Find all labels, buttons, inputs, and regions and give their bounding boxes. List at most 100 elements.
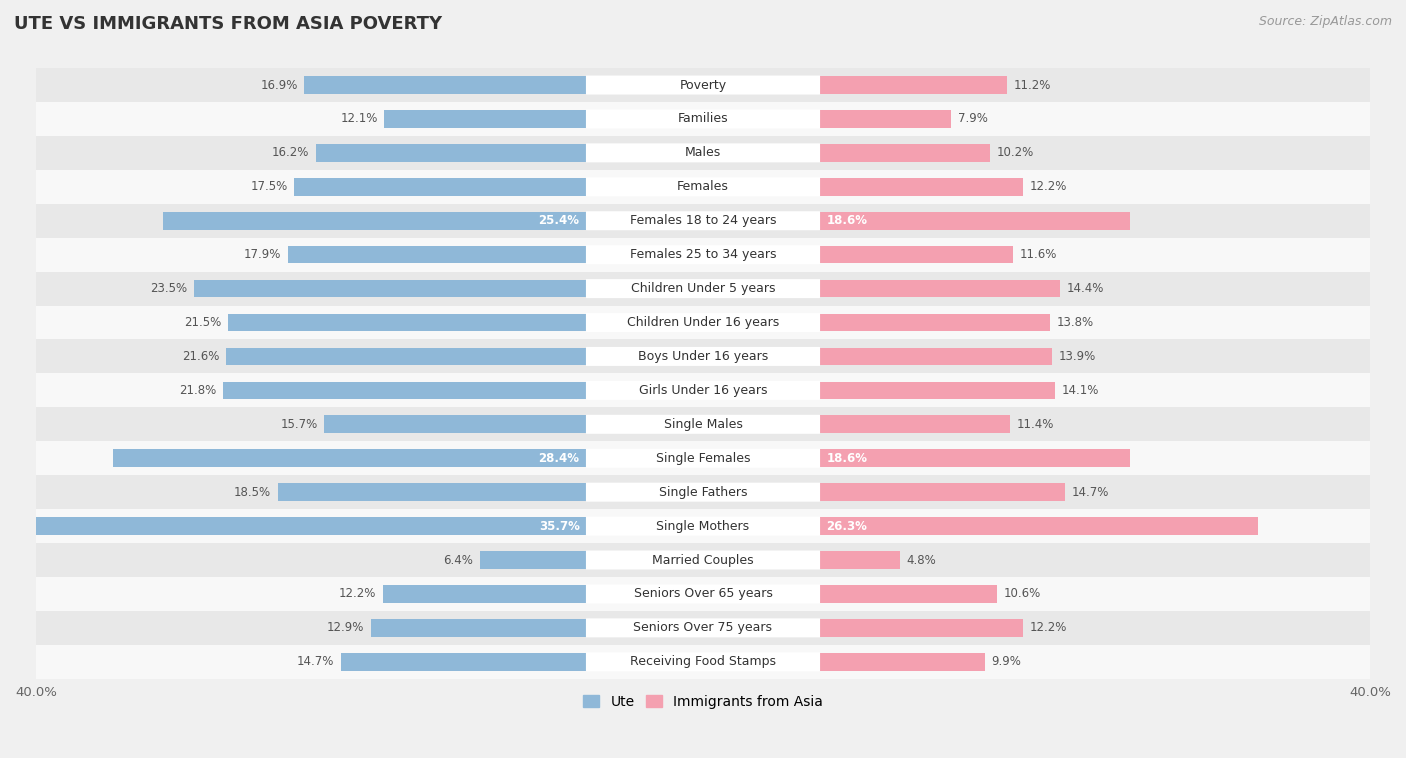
Text: 6.4%: 6.4% <box>443 553 472 566</box>
Bar <box>820 280 1060 297</box>
Legend: Ute, Immigrants from Asia: Ute, Immigrants from Asia <box>576 690 830 715</box>
Bar <box>194 280 586 297</box>
Text: 13.9%: 13.9% <box>1059 350 1095 363</box>
Text: Poverty: Poverty <box>679 79 727 92</box>
Text: 12.2%: 12.2% <box>339 587 377 600</box>
Bar <box>305 77 586 94</box>
Text: Source: ZipAtlas.com: Source: ZipAtlas.com <box>1258 15 1392 28</box>
Text: 14.1%: 14.1% <box>1062 384 1099 397</box>
Text: Females: Females <box>678 180 728 193</box>
Text: 26.3%: 26.3% <box>827 519 868 533</box>
Bar <box>820 415 1010 433</box>
Bar <box>37 509 1369 543</box>
Text: 21.8%: 21.8% <box>179 384 217 397</box>
FancyBboxPatch shape <box>586 483 820 502</box>
FancyBboxPatch shape <box>586 619 820 637</box>
Text: 9.9%: 9.9% <box>991 656 1021 669</box>
Text: 16.2%: 16.2% <box>271 146 309 159</box>
Text: Single Mothers: Single Mothers <box>657 519 749 533</box>
Text: 7.9%: 7.9% <box>957 112 988 126</box>
Text: 18.6%: 18.6% <box>827 452 868 465</box>
Text: 35.7%: 35.7% <box>538 519 579 533</box>
Bar <box>37 170 1369 204</box>
Bar <box>479 551 586 568</box>
Bar <box>316 144 586 161</box>
Bar <box>382 585 586 603</box>
Text: Males: Males <box>685 146 721 159</box>
Bar <box>820 110 952 128</box>
Text: 17.5%: 17.5% <box>250 180 288 193</box>
Text: Children Under 16 years: Children Under 16 years <box>627 316 779 329</box>
Text: 11.4%: 11.4% <box>1017 418 1054 431</box>
Text: 16.9%: 16.9% <box>260 79 298 92</box>
Bar <box>37 407 1369 441</box>
Bar <box>820 619 1024 637</box>
Bar <box>37 136 1369 170</box>
Bar <box>37 374 1369 407</box>
Bar <box>112 449 586 467</box>
Bar <box>37 305 1369 340</box>
Text: 23.5%: 23.5% <box>150 282 187 295</box>
Text: 12.9%: 12.9% <box>328 622 364 634</box>
Text: 18.5%: 18.5% <box>233 486 271 499</box>
Bar <box>294 178 586 196</box>
Text: 14.7%: 14.7% <box>1071 486 1109 499</box>
Text: Girls Under 16 years: Girls Under 16 years <box>638 384 768 397</box>
Bar <box>278 484 586 501</box>
Bar <box>37 475 1369 509</box>
Bar <box>37 645 1369 678</box>
Text: Single Females: Single Females <box>655 452 751 465</box>
Text: Females 18 to 24 years: Females 18 to 24 years <box>630 215 776 227</box>
Bar <box>37 340 1369 374</box>
Text: 28.4%: 28.4% <box>538 452 579 465</box>
Bar <box>222 381 586 399</box>
FancyBboxPatch shape <box>586 76 820 95</box>
Text: 11.2%: 11.2% <box>1014 79 1050 92</box>
FancyBboxPatch shape <box>586 313 820 332</box>
FancyBboxPatch shape <box>586 279 820 298</box>
Text: Married Couples: Married Couples <box>652 553 754 566</box>
Text: 12.1%: 12.1% <box>340 112 378 126</box>
Text: 11.6%: 11.6% <box>1019 248 1057 262</box>
Bar <box>820 381 1054 399</box>
Bar <box>37 577 1369 611</box>
Bar <box>820 212 1130 230</box>
Text: UTE VS IMMIGRANTS FROM ASIA POVERTY: UTE VS IMMIGRANTS FROM ASIA POVERTY <box>14 15 441 33</box>
Bar <box>0 517 586 535</box>
Text: Single Fathers: Single Fathers <box>659 486 747 499</box>
Text: 14.7%: 14.7% <box>297 656 335 669</box>
FancyBboxPatch shape <box>586 550 820 569</box>
Bar <box>384 110 586 128</box>
Bar <box>820 484 1064 501</box>
Text: Seniors Over 75 years: Seniors Over 75 years <box>634 622 772 634</box>
Bar <box>820 246 1014 264</box>
FancyBboxPatch shape <box>586 177 820 196</box>
Text: Single Males: Single Males <box>664 418 742 431</box>
Text: 10.6%: 10.6% <box>1002 587 1040 600</box>
Text: 21.5%: 21.5% <box>184 316 221 329</box>
FancyBboxPatch shape <box>586 381 820 400</box>
Text: Children Under 5 years: Children Under 5 years <box>631 282 775 295</box>
Bar <box>820 449 1130 467</box>
Bar <box>163 212 586 230</box>
Bar <box>820 348 1052 365</box>
Text: Seniors Over 65 years: Seniors Over 65 years <box>634 587 772 600</box>
Text: Females 25 to 34 years: Females 25 to 34 years <box>630 248 776 262</box>
Bar <box>37 102 1369 136</box>
Bar <box>226 348 586 365</box>
Text: 13.8%: 13.8% <box>1056 316 1094 329</box>
Text: 12.2%: 12.2% <box>1029 622 1067 634</box>
FancyBboxPatch shape <box>586 653 820 672</box>
FancyBboxPatch shape <box>586 211 820 230</box>
Bar <box>37 611 1369 645</box>
Text: 4.8%: 4.8% <box>907 553 936 566</box>
Bar <box>371 619 586 637</box>
Bar <box>820 653 984 671</box>
Text: 21.6%: 21.6% <box>181 350 219 363</box>
Text: 14.4%: 14.4% <box>1067 282 1104 295</box>
Bar <box>820 585 997 603</box>
Text: 10.2%: 10.2% <box>997 146 1033 159</box>
Bar <box>228 314 586 331</box>
FancyBboxPatch shape <box>586 449 820 468</box>
Bar <box>820 314 1050 331</box>
